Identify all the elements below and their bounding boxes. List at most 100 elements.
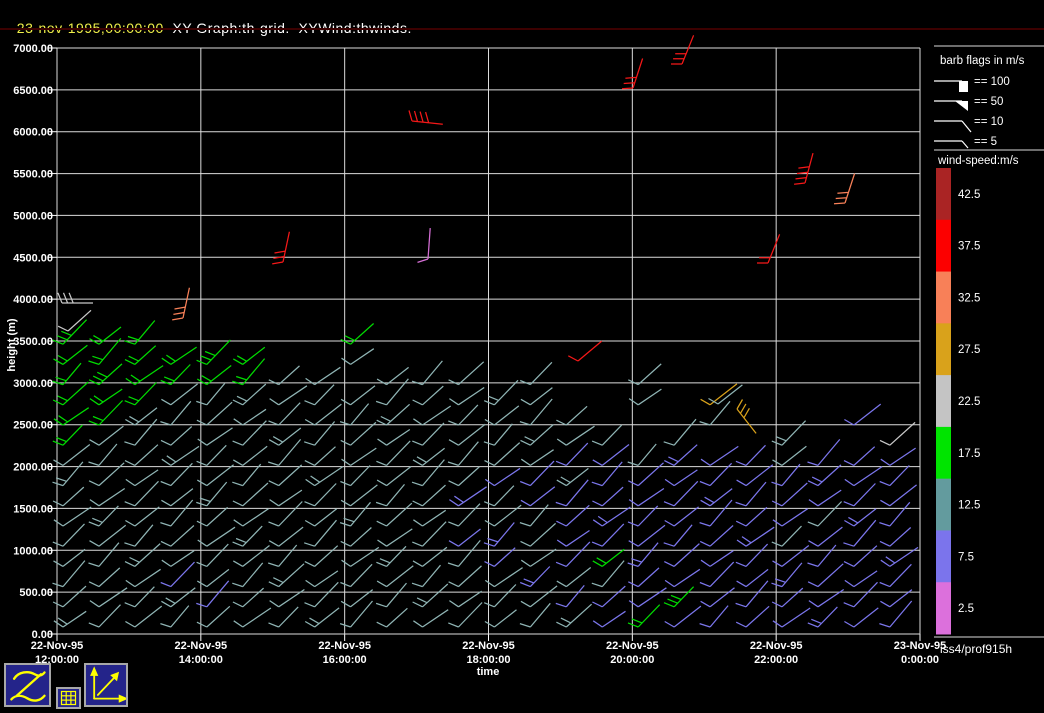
xy-plot-tool-button[interactable]: [84, 663, 129, 707]
wind-barb: [556, 567, 592, 588]
wind-barb: [627, 443, 657, 466]
wind-barb: [772, 508, 809, 527]
wind-barb: [340, 323, 375, 345]
wind-barb: [411, 360, 443, 386]
wind-barb: [843, 446, 876, 466]
wind-barb: [304, 446, 336, 466]
colorbar-segment: [936, 271, 951, 324]
wind-barb: [483, 423, 513, 446]
wind-barb: [52, 461, 84, 487]
wind-barb: [160, 364, 191, 386]
wind-barb: [412, 422, 445, 446]
wind-barb: [196, 543, 229, 567]
wind-barb: [341, 447, 377, 466]
svg-text:1000.00: 1000.00: [13, 545, 53, 557]
wind-barb: [89, 388, 123, 406]
wind-barb: [52, 560, 86, 588]
wind-barb: [88, 604, 121, 628]
barb-flag-legend-label: == 100: [974, 76, 1010, 88]
wind-barb: [568, 340, 603, 362]
svg-text:14:00:00: 14:00:00: [179, 654, 223, 666]
wind-barb: [88, 505, 119, 527]
colorbar-segment: [936, 530, 951, 583]
wind-barb: [172, 287, 191, 321]
wind-barb: [879, 563, 912, 588]
wind-barb: [627, 604, 661, 628]
wind-barb: [621, 58, 644, 90]
wind-barb: [448, 361, 485, 386]
wind-barb: [232, 545, 270, 567]
colorbar-segment: [936, 478, 951, 531]
wind-barb: [125, 605, 163, 628]
wind-barb: [376, 607, 408, 628]
svg-text:3000.00: 3000.00: [13, 378, 53, 390]
wind-barb: [52, 362, 82, 386]
wind-barb: [844, 403, 882, 426]
wind-barb: [448, 466, 480, 487]
svg-text:18:00:00: 18:00:00: [466, 654, 510, 666]
wind-barb: [519, 361, 553, 386]
colorbar-value-label: 2.5: [958, 603, 974, 615]
wind-barb: [161, 445, 200, 466]
wind-barb: [843, 581, 878, 608]
colorbar-segment: [936, 426, 951, 480]
wind-barb: [808, 526, 843, 547]
grid-tool-button[interactable]: [56, 687, 81, 709]
wind-barb: [269, 489, 303, 507]
wind-barb: [735, 543, 769, 567]
wind-barb: [89, 587, 128, 608]
barb-flag-legend-label: == 50: [974, 96, 1003, 108]
colorbar-value-label: 17.5: [958, 448, 980, 460]
wind-barb: [197, 526, 236, 547]
barb-flag-legend: == 100 == 50 == 10 == 5: [934, 76, 1010, 149]
colorbar-segment: [936, 168, 951, 221]
wind-barb: [519, 602, 551, 628]
wind-barb: [304, 545, 339, 567]
wind-barb: [664, 568, 701, 588]
wind-barb: [735, 506, 768, 527]
wind-barb: [412, 447, 445, 466]
wind-barb: [412, 546, 448, 567]
wind-barb: [57, 292, 93, 304]
svg-text:6500.00: 6500.00: [13, 85, 53, 97]
wind-barb: [269, 588, 305, 608]
wind-barb: [124, 418, 158, 446]
wind-barb: [592, 506, 631, 527]
wind-barb: [268, 438, 302, 466]
wind-barbs: [52, 35, 919, 628]
wind-barb: [339, 403, 370, 426]
wind-barb: [196, 382, 226, 406]
wind-barb: [771, 420, 807, 446]
wind-barb: [413, 509, 447, 527]
wind-barb: [880, 589, 913, 608]
wind-barb: [160, 499, 194, 527]
wind-barb: [449, 386, 485, 406]
wind-barb: [699, 499, 733, 527]
colorbar-value-label: 32.5: [958, 292, 980, 304]
wind-barb: [520, 424, 554, 446]
zeb-logo-button[interactable]: [4, 663, 51, 707]
wind-barb: [520, 387, 553, 406]
wind-barb: [341, 348, 375, 365]
wind-barb: [520, 449, 554, 466]
wind-barb: [88, 337, 122, 365]
svg-text:22-Nov-95: 22-Nov-95: [750, 640, 803, 652]
wind-barb: [700, 587, 735, 608]
wind-barb: [232, 482, 269, 507]
wind-barb: [484, 442, 521, 466]
wind-barb: [591, 461, 623, 487]
zeb-logo-icon: [10, 671, 46, 702]
wind-barb: [53, 610, 87, 628]
svg-text:22-Nov-95: 22-Nov-95: [462, 640, 515, 652]
wind-barb: [844, 466, 883, 487]
wind-barb: [88, 542, 120, 567]
svg-text:500.00: 500.00: [19, 587, 53, 599]
wind-barb: [664, 469, 698, 487]
svg-text:0:00:00: 0:00:00: [901, 654, 939, 666]
wind-barb: [272, 231, 291, 265]
wind-barb: [592, 548, 625, 567]
wind-barb: [807, 438, 841, 466]
svg-text:4000.00: 4000.00: [13, 294, 53, 306]
grid-lines: [48, 47, 921, 641]
